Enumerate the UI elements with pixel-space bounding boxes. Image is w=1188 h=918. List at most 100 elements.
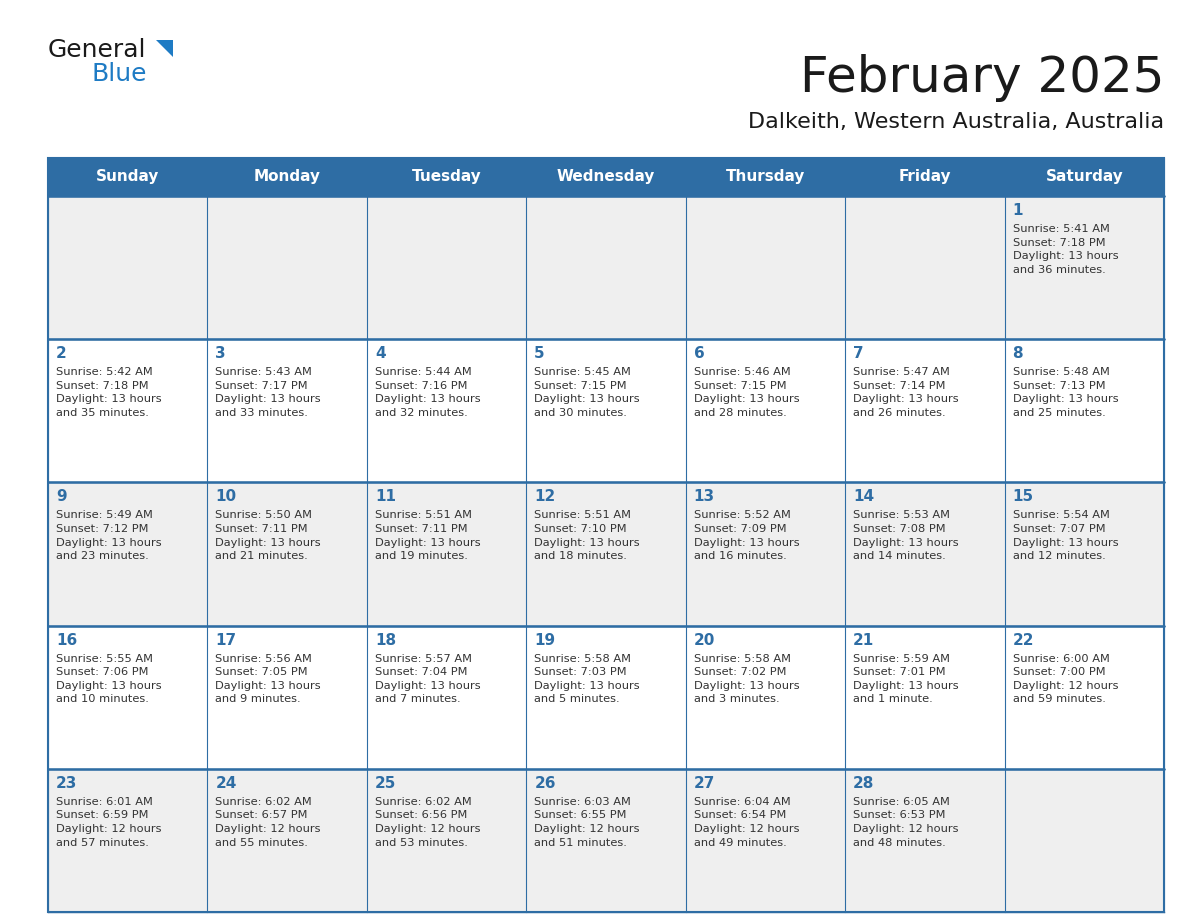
Bar [367, 196, 526, 339]
Bar [845, 768, 1005, 912]
Text: 27: 27 [694, 776, 715, 790]
Text: Friday: Friday [898, 170, 952, 185]
Bar [208, 482, 367, 625]
Text: 1: 1 [1012, 203, 1023, 218]
Bar [48, 339, 208, 482]
Text: 6: 6 [694, 346, 704, 361]
Text: Saturday: Saturday [1045, 170, 1123, 185]
Text: Monday: Monday [254, 170, 321, 185]
Text: Sunrise: 6:01 AM
Sunset: 6:59 PM
Daylight: 12 hours
and 57 minutes.: Sunrise: 6:01 AM Sunset: 6:59 PM Dayligh… [56, 797, 162, 847]
Bar [685, 158, 845, 196]
Bar [208, 339, 367, 482]
Bar [1005, 339, 1164, 482]
Bar [685, 339, 845, 482]
Text: Tuesday: Tuesday [412, 170, 481, 185]
Bar [1005, 768, 1164, 912]
Text: 15: 15 [1012, 489, 1034, 504]
Text: Wednesday: Wednesday [557, 170, 656, 185]
Bar [208, 625, 367, 768]
Text: Sunday: Sunday [96, 170, 159, 185]
Bar [48, 196, 208, 339]
Bar [845, 482, 1005, 625]
Text: 20: 20 [694, 633, 715, 647]
Bar [48, 625, 208, 768]
Text: Sunrise: 5:57 AM
Sunset: 7:04 PM
Daylight: 13 hours
and 7 minutes.: Sunrise: 5:57 AM Sunset: 7:04 PM Dayligh… [375, 654, 480, 704]
Bar [48, 158, 1164, 912]
Text: Sunrise: 6:05 AM
Sunset: 6:53 PM
Daylight: 12 hours
and 48 minutes.: Sunrise: 6:05 AM Sunset: 6:53 PM Dayligh… [853, 797, 959, 847]
Text: Sunrise: 6:03 AM
Sunset: 6:55 PM
Daylight: 12 hours
and 51 minutes.: Sunrise: 6:03 AM Sunset: 6:55 PM Dayligh… [535, 797, 640, 847]
Text: 14: 14 [853, 489, 874, 504]
Text: Sunrise: 5:47 AM
Sunset: 7:14 PM
Daylight: 13 hours
and 26 minutes.: Sunrise: 5:47 AM Sunset: 7:14 PM Dayligh… [853, 367, 959, 418]
Bar [526, 482, 685, 625]
Text: 8: 8 [1012, 346, 1023, 361]
Text: 13: 13 [694, 489, 715, 504]
Bar [1005, 482, 1164, 625]
Text: 9: 9 [56, 489, 67, 504]
Text: Sunrise: 5:59 AM
Sunset: 7:01 PM
Daylight: 13 hours
and 1 minute.: Sunrise: 5:59 AM Sunset: 7:01 PM Dayligh… [853, 654, 959, 704]
Text: 24: 24 [215, 776, 236, 790]
Text: General: General [48, 38, 146, 62]
Text: 21: 21 [853, 633, 874, 647]
Text: 17: 17 [215, 633, 236, 647]
Text: Sunrise: 5:51 AM
Sunset: 7:10 PM
Daylight: 13 hours
and 18 minutes.: Sunrise: 5:51 AM Sunset: 7:10 PM Dayligh… [535, 510, 640, 561]
Bar [208, 768, 367, 912]
Text: 2: 2 [56, 346, 67, 361]
Text: Sunrise: 5:43 AM
Sunset: 7:17 PM
Daylight: 13 hours
and 33 minutes.: Sunrise: 5:43 AM Sunset: 7:17 PM Dayligh… [215, 367, 321, 418]
Bar [1005, 625, 1164, 768]
Text: 26: 26 [535, 776, 556, 790]
Bar [48, 158, 208, 196]
Text: 12: 12 [535, 489, 556, 504]
Text: Sunrise: 5:58 AM
Sunset: 7:02 PM
Daylight: 13 hours
and 3 minutes.: Sunrise: 5:58 AM Sunset: 7:02 PM Dayligh… [694, 654, 800, 704]
Text: Sunrise: 5:41 AM
Sunset: 7:18 PM
Daylight: 13 hours
and 36 minutes.: Sunrise: 5:41 AM Sunset: 7:18 PM Dayligh… [1012, 224, 1118, 274]
Bar [845, 339, 1005, 482]
Text: Sunrise: 6:02 AM
Sunset: 6:56 PM
Daylight: 12 hours
and 53 minutes.: Sunrise: 6:02 AM Sunset: 6:56 PM Dayligh… [375, 797, 480, 847]
Text: Sunrise: 5:46 AM
Sunset: 7:15 PM
Daylight: 13 hours
and 28 minutes.: Sunrise: 5:46 AM Sunset: 7:15 PM Dayligh… [694, 367, 800, 418]
Bar [208, 196, 367, 339]
Bar [526, 196, 685, 339]
Bar [48, 482, 208, 625]
Text: Sunrise: 5:48 AM
Sunset: 7:13 PM
Daylight: 13 hours
and 25 minutes.: Sunrise: 5:48 AM Sunset: 7:13 PM Dayligh… [1012, 367, 1118, 418]
Text: Sunrise: 6:02 AM
Sunset: 6:57 PM
Daylight: 12 hours
and 55 minutes.: Sunrise: 6:02 AM Sunset: 6:57 PM Dayligh… [215, 797, 321, 847]
Text: February 2025: February 2025 [800, 54, 1164, 102]
Bar [1005, 196, 1164, 339]
Bar [367, 158, 526, 196]
Bar [845, 625, 1005, 768]
Text: 25: 25 [375, 776, 397, 790]
Polygon shape [156, 40, 172, 57]
Text: Sunrise: 5:58 AM
Sunset: 7:03 PM
Daylight: 13 hours
and 5 minutes.: Sunrise: 5:58 AM Sunset: 7:03 PM Dayligh… [535, 654, 640, 704]
Bar [367, 625, 526, 768]
Text: 3: 3 [215, 346, 226, 361]
Bar [367, 768, 526, 912]
Text: Sunrise: 5:53 AM
Sunset: 7:08 PM
Daylight: 13 hours
and 14 minutes.: Sunrise: 5:53 AM Sunset: 7:08 PM Dayligh… [853, 510, 959, 561]
Text: Dalkeith, Western Australia, Australia: Dalkeith, Western Australia, Australia [748, 112, 1164, 132]
Text: Sunrise: 5:45 AM
Sunset: 7:15 PM
Daylight: 13 hours
and 30 minutes.: Sunrise: 5:45 AM Sunset: 7:15 PM Dayligh… [535, 367, 640, 418]
Bar [48, 768, 208, 912]
Text: 10: 10 [215, 489, 236, 504]
Text: 11: 11 [375, 489, 396, 504]
Text: 18: 18 [375, 633, 396, 647]
Text: Sunrise: 5:44 AM
Sunset: 7:16 PM
Daylight: 13 hours
and 32 minutes.: Sunrise: 5:44 AM Sunset: 7:16 PM Dayligh… [375, 367, 480, 418]
Bar [367, 339, 526, 482]
Bar [367, 482, 526, 625]
Bar [526, 625, 685, 768]
Text: Sunrise: 5:55 AM
Sunset: 7:06 PM
Daylight: 13 hours
and 10 minutes.: Sunrise: 5:55 AM Sunset: 7:06 PM Dayligh… [56, 654, 162, 704]
Text: 7: 7 [853, 346, 864, 361]
Text: Sunrise: 5:49 AM
Sunset: 7:12 PM
Daylight: 13 hours
and 23 minutes.: Sunrise: 5:49 AM Sunset: 7:12 PM Dayligh… [56, 510, 162, 561]
Text: Sunrise: 5:54 AM
Sunset: 7:07 PM
Daylight: 13 hours
and 12 minutes.: Sunrise: 5:54 AM Sunset: 7:07 PM Dayligh… [1012, 510, 1118, 561]
Bar [526, 339, 685, 482]
Text: Blue: Blue [91, 62, 147, 86]
Bar [685, 196, 845, 339]
Text: 4: 4 [375, 346, 385, 361]
Text: 5: 5 [535, 346, 545, 361]
Bar [685, 625, 845, 768]
Text: 28: 28 [853, 776, 874, 790]
Text: Sunrise: 5:50 AM
Sunset: 7:11 PM
Daylight: 13 hours
and 21 minutes.: Sunrise: 5:50 AM Sunset: 7:11 PM Dayligh… [215, 510, 321, 561]
Bar [526, 158, 685, 196]
Bar [845, 158, 1005, 196]
Text: Sunrise: 5:52 AM
Sunset: 7:09 PM
Daylight: 13 hours
and 16 minutes.: Sunrise: 5:52 AM Sunset: 7:09 PM Dayligh… [694, 510, 800, 561]
Bar [845, 196, 1005, 339]
Text: Sunrise: 5:56 AM
Sunset: 7:05 PM
Daylight: 13 hours
and 9 minutes.: Sunrise: 5:56 AM Sunset: 7:05 PM Dayligh… [215, 654, 321, 704]
Text: 22: 22 [1012, 633, 1034, 647]
Bar [526, 768, 685, 912]
Bar [1005, 158, 1164, 196]
